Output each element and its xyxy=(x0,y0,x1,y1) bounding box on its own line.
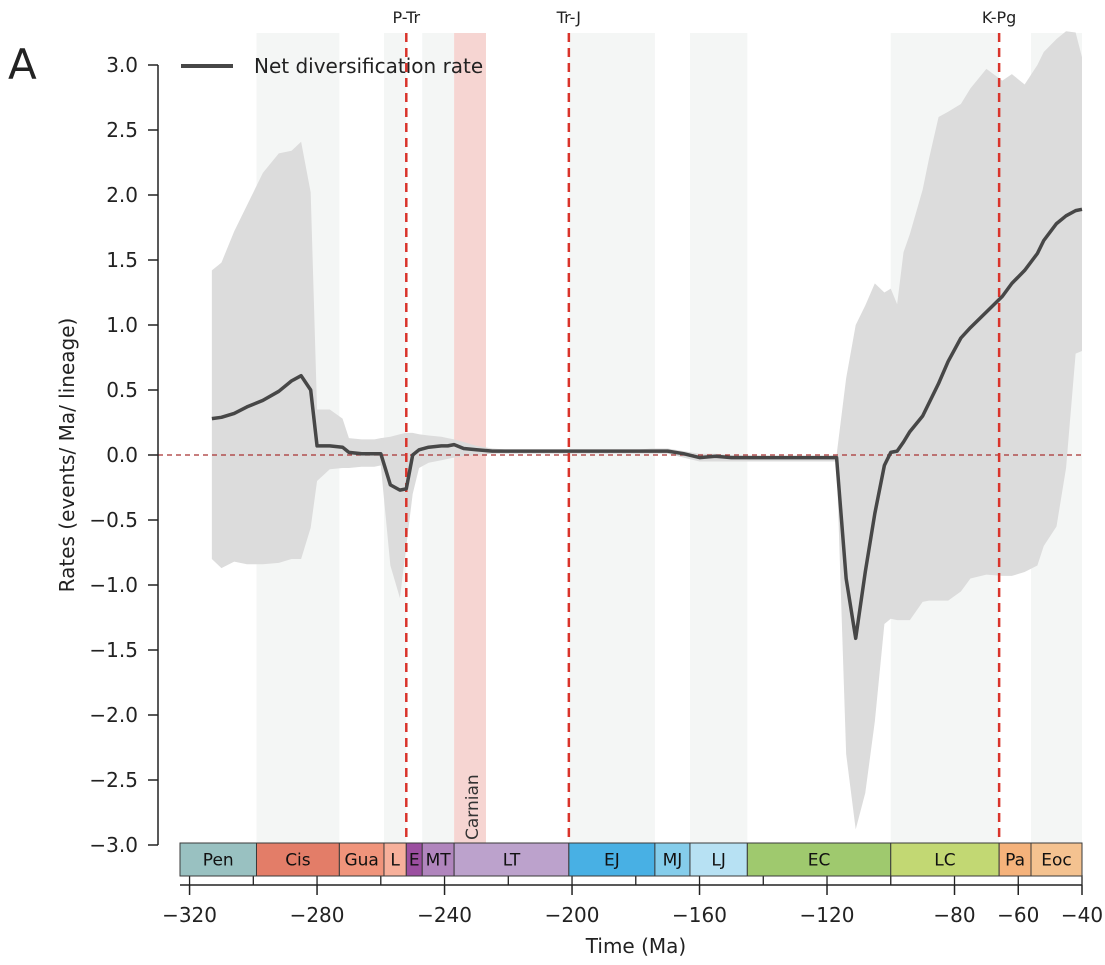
period-label-12: Pa xyxy=(1005,851,1025,871)
period-label-10: EC xyxy=(808,851,831,871)
period-label-8: MJ xyxy=(663,851,683,871)
period-label-0: Pen xyxy=(203,851,234,871)
x-tick-label-5: −120 xyxy=(800,903,855,927)
event-label-tr-j: Tr-J xyxy=(556,8,581,27)
x-tick-label-0: −320 xyxy=(162,903,217,927)
y-axis-title: Rates (events/ Ma/ lineage) xyxy=(55,318,79,593)
period-9 xyxy=(689,842,748,877)
period-2 xyxy=(338,842,385,877)
legend-label-0: Net diversification rate xyxy=(254,54,483,78)
y-tick-label-2: 2.0 xyxy=(106,183,138,207)
y-tick-label-6: 0.0 xyxy=(106,443,138,467)
geologic-timescale: Pen Cis Gua L E MT LT EJ MJ LJ EC LC Pa Eoc xyxy=(179,842,1083,877)
period-10 xyxy=(746,842,892,877)
confidence-band-layer xyxy=(211,31,1082,830)
event-label-k-pg: K-Pg xyxy=(982,8,1016,27)
y-tick-label-4: 1.0 xyxy=(106,313,138,337)
x-axis-title: Time (Ma) xyxy=(585,934,686,958)
period-label-6: LT xyxy=(503,851,521,871)
period-11 xyxy=(890,842,1000,877)
carnian-band xyxy=(454,33,486,845)
period-label-11: LC xyxy=(934,851,955,871)
legend: Net diversification rate xyxy=(181,54,483,78)
period-5 xyxy=(421,842,455,877)
period-label-1: Cis xyxy=(285,851,311,871)
x-tick-label-7: −60 xyxy=(997,903,1039,927)
event-lines-layer: P-Tr Tr-J K-Pg xyxy=(392,8,1016,845)
y-tick-label-0: 3.0 xyxy=(106,53,138,77)
x-tick-label-2: −240 xyxy=(417,903,472,927)
x-tick-label-1: −280 xyxy=(290,903,345,927)
carnian-label: Carnian xyxy=(463,774,483,840)
y-tick-label-3: 1.5 xyxy=(106,248,138,272)
y-tick-label-10: −2.0 xyxy=(89,703,138,727)
period-label-4: E xyxy=(409,851,420,871)
panel-label: A xyxy=(8,40,37,89)
y-tick-label-5: 0.5 xyxy=(106,378,138,402)
x-tick-label-3: −200 xyxy=(545,903,600,927)
x-tick-label-4: −160 xyxy=(672,903,727,927)
period-7 xyxy=(568,842,656,877)
period-12 xyxy=(998,842,1032,877)
y-tick-label-8: −1.0 xyxy=(89,573,138,597)
period-label-5: MT xyxy=(426,851,452,871)
series-layer xyxy=(211,207,1083,641)
period-0 xyxy=(179,842,257,877)
event-label-p-tr: P-Tr xyxy=(392,8,420,27)
y-tick-label-7: −0.5 xyxy=(89,508,138,532)
stage-band-3 xyxy=(568,33,655,845)
period-label-7: EJ xyxy=(604,851,620,871)
y-tick-label-11: −2.5 xyxy=(89,768,138,792)
x-tick-label-8: −40 xyxy=(1061,903,1103,927)
confidence-band xyxy=(211,31,1082,830)
period-label-3: L xyxy=(390,851,400,871)
y-tick-label-12: −3.0 xyxy=(89,833,138,857)
axes-layer: 3.0 2.5 2.0 1.5 1.0 0.5 0.0 −0.5 −1.0 −1.5 −2.0 −2.… xyxy=(55,53,1103,958)
period-label-9: LJ xyxy=(711,851,726,871)
series-line-0 xyxy=(211,207,1083,641)
y-tick-label-1: 2.5 xyxy=(106,118,138,142)
stage-band-4 xyxy=(689,33,748,845)
x-tick-label-6: −80 xyxy=(933,903,975,927)
period-label-2: Gua xyxy=(344,851,378,871)
period-label-13: Eoc xyxy=(1041,851,1072,871)
y-tick-label-9: −1.5 xyxy=(89,638,138,662)
period-13 xyxy=(1030,842,1083,877)
